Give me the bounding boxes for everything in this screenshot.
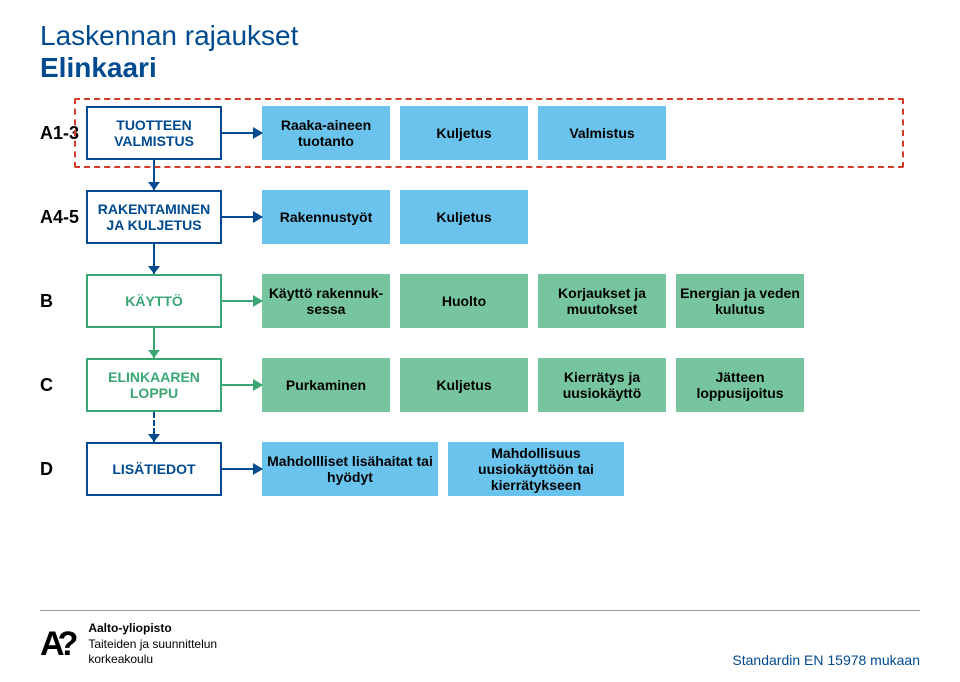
stage-head: RAKENTAMINEN JA KULJETUS: [86, 190, 222, 244]
stage-row-C: CELINKAAREN LOPPU PurkaminenKuljetusKierr…: [40, 358, 920, 412]
stage-box: Kuljetus: [400, 190, 528, 244]
logo-mark: A?: [40, 625, 78, 664]
stage-head: TUOTTEEN VALMISTUS: [86, 106, 222, 160]
stage-box: Rakennustyöt: [262, 190, 390, 244]
stage-code: A4-5: [40, 207, 86, 228]
logo-name: Aalto-yliopisto: [88, 621, 217, 637]
stage-head: LISÄTIEDOT: [86, 442, 222, 496]
vconnector-arrowhead: [148, 350, 160, 358]
stage-box: Energian ja veden kulutus: [676, 274, 804, 328]
vconnector-arrowhead: [148, 266, 160, 274]
arrow-icon: [222, 468, 262, 470]
stage-row-B: BKÄYTTÖ Käyttö rakennuk-sessaHuoltoKorjau…: [40, 274, 920, 328]
stage-row-A4-5: A4-5RAKENTAMINEN JA KULJETUS Rakennustyöt…: [40, 190, 920, 244]
page-title: Laskennan rajaukset Elinkaari: [40, 20, 920, 84]
stage-code: C: [40, 375, 86, 396]
stage-box: Mahdollliset lisähaitat tai hyödyt: [262, 442, 438, 496]
title-line1: Laskennan rajaukset: [40, 20, 920, 52]
stage-code: B: [40, 291, 86, 312]
logo-sub1: Taiteiden ja suunnittelun: [88, 637, 217, 653]
stage-row-A1-3: A1-3TUOTTEEN VALMISTUS Raaka-aineen tuota…: [40, 106, 920, 160]
vconnector-arrowhead: [148, 434, 160, 442]
arrow-icon: [222, 300, 262, 302]
stage-code: D: [40, 459, 86, 480]
source-text: Standardin EN 15978 mukaan: [732, 652, 920, 668]
stage-box: Purkaminen: [262, 358, 390, 412]
logo-text: Aalto-yliopisto Taiteiden ja suunnittelu…: [88, 621, 217, 668]
footer: A? Aalto-yliopisto Taiteiden ja suunnitt…: [40, 610, 920, 668]
arrow-icon: [222, 132, 262, 134]
stage-box: Korjaukset ja muutokset: [538, 274, 666, 328]
logo: A? Aalto-yliopisto Taiteiden ja suunnitt…: [40, 621, 217, 668]
stage-box: Mahdollisuus uusiokäyttöön tai kierrätyk…: [448, 442, 624, 496]
stage-head: KÄYTTÖ: [86, 274, 222, 328]
title-line2: Elinkaari: [40, 52, 920, 84]
lifecycle-diagram: A1-3TUOTTEEN VALMISTUS Raaka-aineen tuota…: [40, 106, 920, 496]
stage-code: A1-3: [40, 123, 86, 144]
stage-head: ELINKAAREN LOPPU: [86, 358, 222, 412]
stage-box: Kierrätys ja uusiokäyttö: [538, 358, 666, 412]
stage-box: Huolto: [400, 274, 528, 328]
stage-box: Jätteen loppusijoitus: [676, 358, 804, 412]
vconnector-arrowhead: [148, 182, 160, 190]
stage-box: Kuljetus: [400, 106, 528, 160]
logo-sub2: korkeakoulu: [88, 652, 217, 668]
stage-box: Valmistus: [538, 106, 666, 160]
arrow-icon: [222, 384, 262, 386]
stage-row-D: DLISÄTIEDOT Mahdollliset lisähaitat tai h…: [40, 442, 920, 496]
stage-box: Kuljetus: [400, 358, 528, 412]
stage-box: Raaka-aineen tuotanto: [262, 106, 390, 160]
arrow-icon: [222, 216, 262, 218]
stage-box: Käyttö rakennuk-sessa: [262, 274, 390, 328]
